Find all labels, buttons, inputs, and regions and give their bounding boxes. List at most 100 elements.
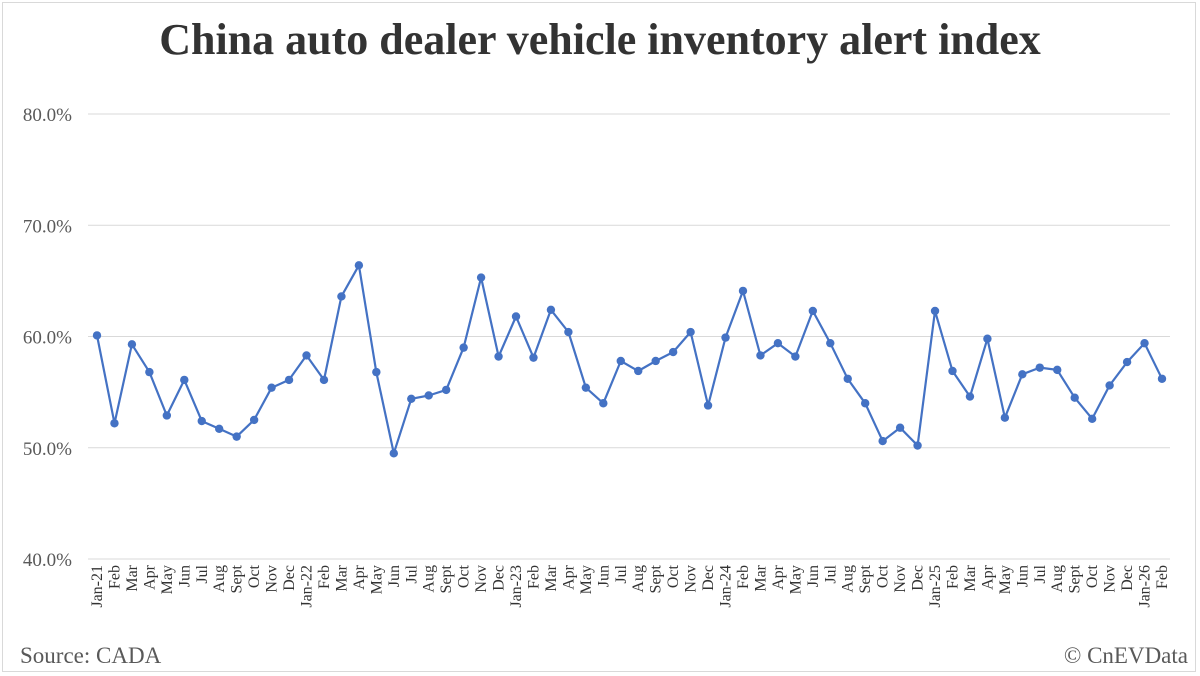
data-point — [1122, 357, 1132, 367]
chart-title: China auto dealer vehicle inventory aler… — [159, 15, 1041, 64]
x-tick-label: Mar — [962, 564, 979, 591]
data-point — [1018, 370, 1027, 379]
data-point — [930, 306, 940, 316]
data-point — [1053, 365, 1062, 375]
data-point — [791, 352, 800, 361]
data-point — [337, 292, 346, 301]
data-point — [162, 411, 172, 420]
y-tick-label: 50.0% — [23, 439, 72, 460]
data-point — [92, 331, 102, 340]
x-tick-label: Jan-24 — [718, 565, 735, 608]
x-tick-label: Jul — [194, 564, 211, 583]
data-point — [302, 351, 311, 360]
x-tick-label: Jun — [386, 565, 403, 587]
data-point — [145, 367, 154, 377]
x-tick-label: Mar — [543, 564, 560, 591]
data-point — [1087, 414, 1097, 424]
x-tick-label: Dec — [1119, 565, 1136, 591]
data-point — [826, 338, 835, 348]
x-tick-label: Sept — [857, 564, 874, 593]
data-point — [197, 416, 206, 426]
series-line-layer — [95, 264, 1163, 455]
x-tick-label: May — [997, 565, 1014, 594]
data-point — [756, 351, 765, 360]
x-tick-label: Nov — [683, 565, 700, 593]
x-tick-label: Apr — [979, 564, 996, 590]
x-tick-label: May — [159, 565, 176, 594]
x-tick-label: Feb — [735, 565, 752, 589]
data-point — [738, 286, 748, 296]
x-tick-label: Jan-25 — [927, 565, 944, 608]
copyright-label: © CnEVData — [1064, 643, 1188, 668]
y-tick-label: 80.0% — [23, 105, 72, 126]
data-point — [1105, 381, 1114, 390]
data-point — [494, 352, 503, 361]
x-tick-label: Sept — [229, 564, 246, 593]
data-point — [249, 415, 259, 425]
data-point — [686, 327, 695, 337]
x-tick-label: Nov — [473, 565, 490, 593]
x-tick-label: Jan-22 — [299, 565, 316, 608]
x-tick-label: Aug — [211, 565, 228, 593]
data-point — [843, 374, 852, 383]
x-tick-label: May — [578, 565, 595, 594]
data-point — [1000, 413, 1010, 422]
x-tick-label: Jul — [403, 564, 420, 583]
data-point — [110, 419, 119, 428]
data-point — [634, 366, 643, 376]
x-tick-label: Apr — [770, 564, 787, 590]
x-tick-label: Nov — [1102, 565, 1119, 593]
y-tick-label: 60.0% — [23, 328, 72, 349]
x-tick-label: Nov — [264, 565, 281, 593]
data-point — [372, 367, 381, 377]
gridlines — [88, 113, 1170, 560]
x-tick-label: Jan-21 — [89, 565, 106, 608]
data-point — [1157, 374, 1167, 383]
data-point — [948, 366, 957, 376]
x-tick-label: Aug — [840, 565, 857, 593]
data-point — [668, 347, 678, 357]
x-tick-label: Jun — [595, 565, 612, 587]
data-point — [529, 353, 538, 362]
data-point — [267, 383, 276, 392]
data-point — [651, 356, 660, 366]
x-tick-label: Jul — [613, 564, 630, 583]
x-tick-label: Feb — [525, 565, 542, 589]
x-tick-label: Apr — [560, 564, 577, 590]
data-point — [459, 343, 468, 352]
x-tick-label: Mar — [124, 564, 141, 591]
data-point — [424, 391, 433, 400]
data-point — [354, 261, 364, 270]
source-label: Source: CADA — [20, 643, 162, 668]
data-point — [476, 273, 486, 282]
data-point — [127, 340, 137, 349]
x-tick-label: Jan-26 — [1137, 565, 1154, 608]
data-point — [913, 441, 922, 450]
data-point — [284, 375, 294, 385]
x-tick-label: Jun — [176, 565, 193, 587]
x-tick-label: Aug — [421, 565, 438, 593]
x-tick-label: Oct — [456, 564, 473, 588]
data-point — [808, 306, 818, 316]
x-tick-label: May — [368, 565, 385, 594]
data-point — [773, 338, 783, 348]
x-tick-label: Jun — [805, 565, 822, 587]
x-tick-label: Sept — [438, 564, 455, 593]
data-point — [441, 385, 451, 395]
x-tick-label: Aug — [1049, 565, 1066, 593]
data-point — [389, 449, 399, 458]
x-tick-label: Mar — [333, 564, 350, 591]
data-point — [1035, 363, 1044, 372]
x-axis-ticks: Jan-21 Feb Mar Apr May Jun Jul Aug Sept Oct Nov Dec… — [89, 564, 1171, 607]
data-point — [180, 375, 189, 385]
data-point — [895, 423, 905, 432]
x-tick-label: Oct — [665, 564, 682, 588]
y-axis-ticks: 40.0% 50.0% 60.0% 70.0% 80.0% — [23, 105, 72, 571]
x-tick-label: Oct — [246, 564, 263, 588]
x-tick-label: Oct — [875, 564, 892, 588]
x-tick-label: Jan-23 — [508, 565, 525, 608]
x-tick-label: Jul — [1032, 564, 1049, 583]
data-point — [965, 392, 975, 401]
x-tick-label: Nov — [892, 565, 909, 593]
